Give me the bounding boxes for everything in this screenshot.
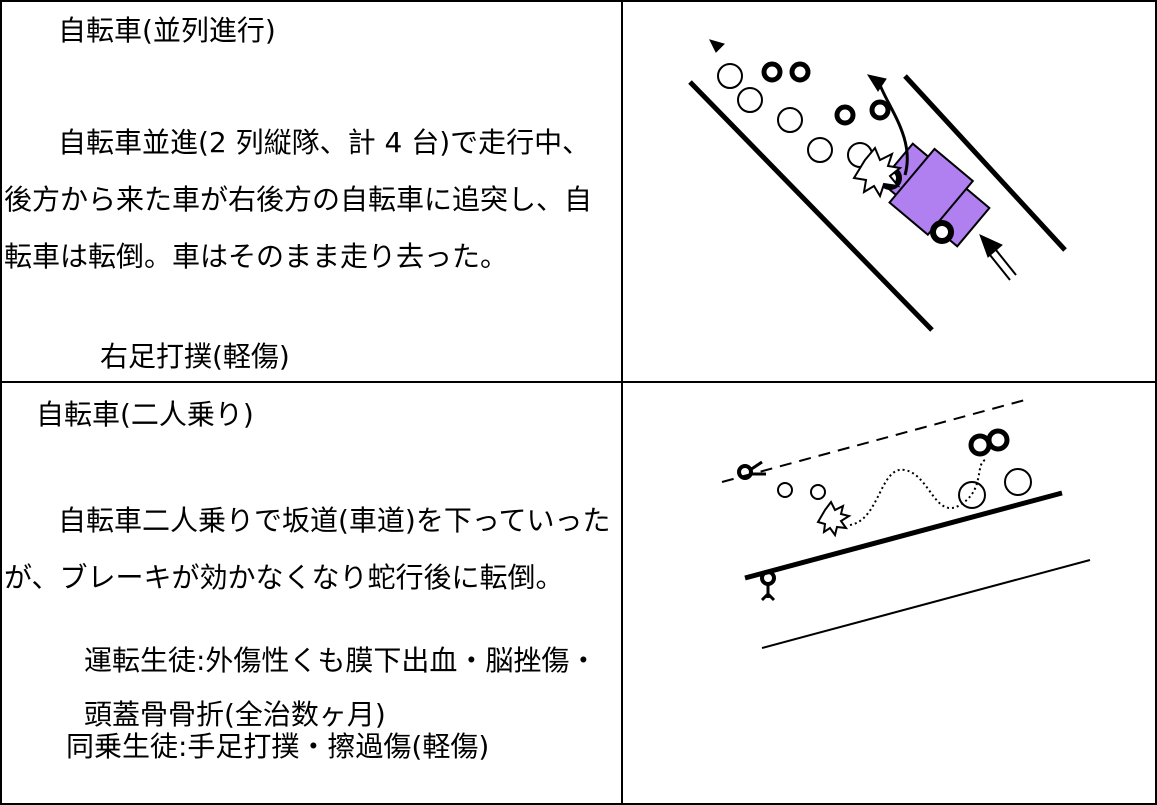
border	[0, 0, 1157, 2]
road-edge	[903, 74, 1067, 252]
person	[760, 570, 776, 586]
impact	[852, 146, 903, 199]
bicycle	[810, 484, 826, 500]
rider	[789, 61, 811, 83]
bicycle	[717, 63, 743, 89]
border	[1155, 0, 1157, 805]
injury: 右足打撲(軽傷)	[100, 340, 290, 373]
road-edge	[761, 559, 1091, 649]
row-description: 自転車並進(2 列縦隊、計 4 台)で走行中、後方から来た車が右後方の自転車に追…	[4, 126, 593, 273]
bicycle	[1004, 468, 1032, 496]
road-edge	[688, 80, 934, 332]
bicycle	[737, 87, 763, 113]
injury: 同乗生徒:手足打撲・擦過傷(軽傷)	[66, 730, 490, 763]
rider	[761, 61, 783, 83]
approach-arrow	[989, 249, 1017, 281]
divider	[0, 381, 1157, 383]
bicycle	[777, 107, 803, 133]
diagram-parallel	[688, 39, 1067, 332]
arrowhead	[709, 39, 725, 53]
swerve-path	[849, 459, 986, 526]
row-description: 自転車二人乗りで坂道(車道)を下っていったが、ブレーキが効かなくなり蛇行後に転倒…	[4, 504, 611, 594]
bicycle	[958, 481, 986, 509]
border	[0, 0, 2, 805]
injury: 運転生徒:外傷性くも膜下出血・脳挫傷・頭蓋骨骨折(全治数ヶ月)	[84, 644, 598, 731]
arrowhead	[866, 74, 887, 92]
path-arrow	[878, 84, 909, 176]
wheel	[930, 220, 954, 244]
road-edge	[744, 490, 1063, 581]
road-edge	[721, 399, 1026, 483]
border	[0, 803, 1157, 805]
bicycle	[777, 482, 793, 498]
arrowhead	[979, 234, 1003, 258]
impact	[816, 500, 852, 538]
divider	[621, 0, 623, 805]
bicycle	[807, 137, 833, 163]
rider	[968, 433, 992, 457]
person	[737, 464, 753, 480]
person	[760, 584, 776, 602]
rider	[834, 104, 856, 126]
row-title: 自転車(並列進行)	[58, 14, 276, 47]
person	[749, 460, 766, 476]
row-title: 自転車(二人乗り)	[36, 398, 254, 431]
diagram-tandem	[721, 399, 1091, 649]
rider	[869, 99, 891, 121]
rider	[986, 428, 1010, 452]
